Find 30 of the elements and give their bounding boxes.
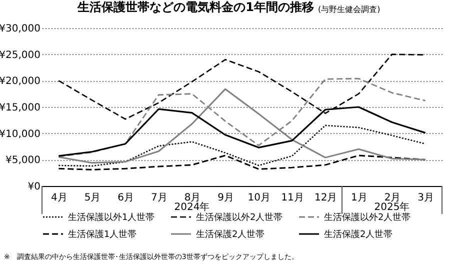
text: 2025年 — [374, 201, 410, 213]
legend-label: 生活保護2人世帯 — [196, 229, 265, 240]
x-tick-label: 5月 — [84, 192, 101, 204]
y-tick-label: ¥25,000 — [0, 50, 40, 61]
x-tick-label: 10月 — [248, 192, 271, 204]
line-series — [58, 124, 426, 167]
legend-label: 生活保護以外1人世帯 — [68, 212, 155, 223]
legend-label: 生活保護以外2人世帯 — [324, 212, 411, 223]
x-tick-label: 3月 — [418, 192, 434, 204]
legend-label: 生活保護2人世帯 — [324, 229, 393, 240]
x-tick-label: 8月 — [184, 192, 201, 204]
x-tick-label: 11月 — [281, 192, 304, 204]
legend-label: 生活保護1人世帯 — [68, 229, 137, 240]
y-tick-label: ¥10,000 — [0, 128, 40, 140]
y-tick-label: ¥15,000 — [0, 102, 40, 114]
y-tick-label: ¥20,000 — [0, 76, 40, 88]
x-tick-label: 4月 — [50, 192, 68, 204]
y-tick-label: ¥5,000 — [6, 155, 40, 166]
x-tick-label: 2月 — [384, 192, 401, 204]
y-tick-label: ¥30,000 — [0, 24, 40, 34]
x-tick-label: 1月 — [350, 192, 368, 204]
x-tick-label: 12月 — [314, 192, 338, 204]
y-tick-label: ¥0 — [28, 182, 40, 192]
chart-subtitle: (与野生健会調査) — [318, 5, 380, 14]
x-tick-label: 9月 — [218, 192, 234, 204]
x-tick-label: 7月 — [150, 192, 168, 204]
x-tick-label: 6月 — [118, 192, 134, 204]
text: 2024年 — [174, 201, 210, 213]
legend-label: 生活保護以外2人世帯 — [196, 212, 283, 223]
chart-title: 生活保護世帯などの電気料金の1年間の推移 — [76, 0, 314, 14]
